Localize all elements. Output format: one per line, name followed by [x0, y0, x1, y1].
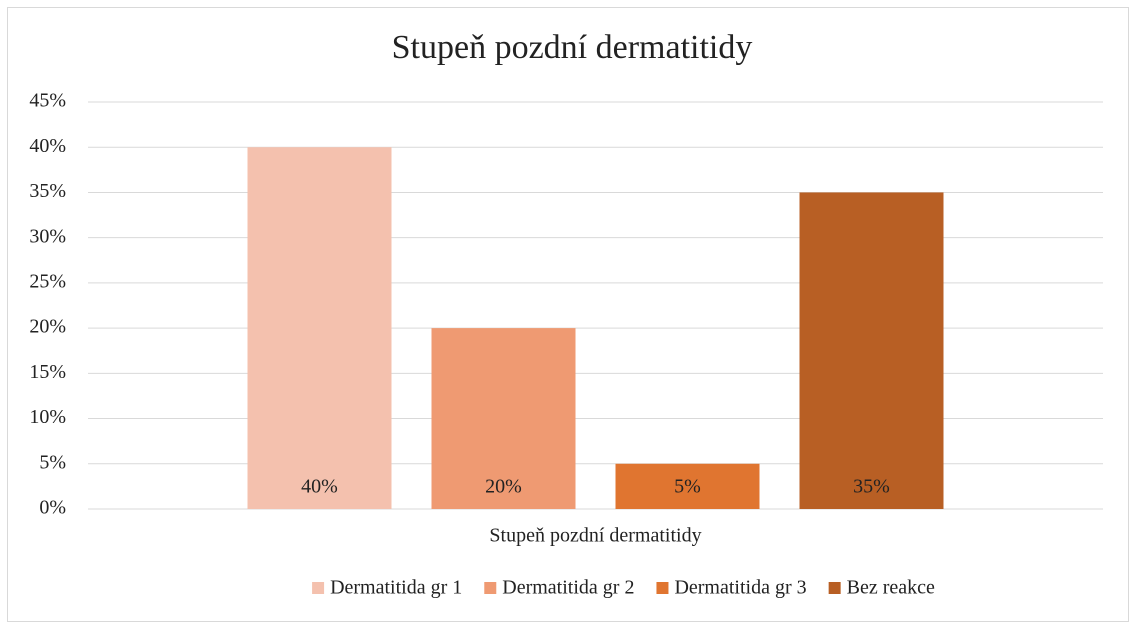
bar	[247, 147, 392, 509]
y-tick-label: 0%	[39, 497, 66, 519]
y-tick-label: 45%	[29, 90, 66, 112]
data-label: 5%	[674, 476, 701, 498]
legend-marker	[828, 582, 841, 594]
data-label: 20%	[485, 476, 522, 498]
bar	[799, 192, 944, 509]
y-tick-label: 35%	[29, 180, 66, 202]
legend-marker	[484, 582, 497, 594]
legend-marker	[656, 582, 669, 594]
data-label: 40%	[301, 476, 338, 498]
bar	[431, 328, 576, 509]
y-tick-label: 40%	[29, 135, 66, 157]
y-tick-label: 25%	[29, 270, 66, 292]
chart-title: Stupeň pozdní dermatitidy	[392, 29, 753, 66]
y-tick-label: 10%	[29, 406, 66, 428]
x-axis-category: Stupeň pozdní dermatitidy	[489, 525, 701, 547]
legend-label: Bez reakce	[847, 577, 935, 599]
legend-marker	[312, 582, 325, 594]
data-label: 35%	[853, 476, 890, 498]
y-tick-label: 5%	[39, 451, 66, 473]
legend-label: Dermatitida gr 1	[330, 577, 462, 599]
y-tick-label: 30%	[29, 225, 66, 247]
bar	[615, 463, 760, 509]
y-tick-label: 15%	[29, 361, 66, 383]
y-tick-label: 20%	[29, 316, 66, 338]
legend-label: Dermatitida gr 3	[674, 577, 806, 599]
legend-label: Dermatitida gr 2	[502, 577, 634, 599]
